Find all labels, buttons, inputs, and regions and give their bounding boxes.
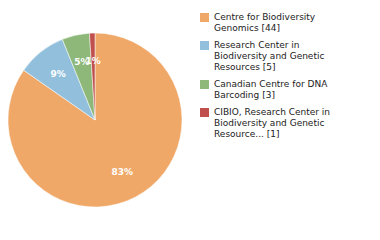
html-text:Research Center in Biodiversit: Research Center in Biodiversity and Gene… [214,40,325,72]
svg-text:5%: 5% [74,57,90,68]
html-text:CIBIO, Research Center in Biod: CIBIO, Research Center in Biodiversity a… [214,107,331,139]
html-text:Centre for Biodiversity Genomi: Centre for Biodiversity Genomics [44] [214,12,316,33]
svg-text:1%: 1% [85,56,100,66]
svg-text:83%: 83% [112,167,134,177]
html-text:Canadian Centre for DNA Barcod: Canadian Centre for DNA Barcoding [3] [214,79,328,100]
svg-text:9%: 9% [50,69,65,79]
